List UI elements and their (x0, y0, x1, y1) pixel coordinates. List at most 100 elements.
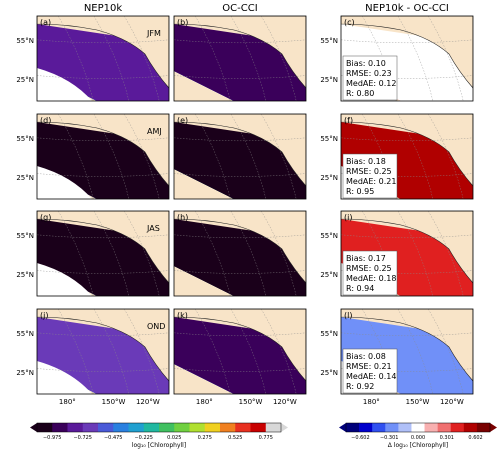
colorbar-segment (37, 423, 53, 432)
panel-frame (173, 210, 307, 297)
graticule-line (37, 39, 169, 43)
colorbar-tick-label: 0.602 (468, 435, 482, 441)
colorbar-segment (437, 423, 452, 432)
graticule-line (341, 173, 473, 177)
graticule-line (230, 211, 267, 296)
graticule-line (261, 309, 297, 394)
graticule-line (261, 211, 297, 296)
colorbar-tick-label: 0.775 (259, 435, 273, 441)
colorbar-segment (143, 423, 160, 432)
y-tick-label: 25°N (16, 271, 34, 279)
colorbar-segment (250, 423, 267, 432)
panel-frame (36, 308, 170, 395)
panel-letter: (c) (344, 18, 355, 27)
column-title: OC-CCI (222, 3, 257, 14)
colorbar-arrow-min (339, 423, 346, 432)
column-title: NEP10k (84, 3, 123, 14)
graticule-line (397, 114, 434, 199)
y-tick-label: 25°N (320, 271, 338, 279)
season-label: JFM (146, 29, 161, 38)
colorbar-segment (113, 423, 129, 432)
x-tick-label: 120°W (273, 398, 297, 406)
graticule-line (124, 309, 160, 394)
colorbar-left: −0.975 −0.725 −0.475 −0.225 0.025 0.275 0.525 0… (30, 422, 288, 449)
graticule-line (37, 368, 169, 372)
chlorophyll-field (37, 317, 169, 394)
graticule-line (124, 114, 160, 199)
panel-frame (173, 308, 307, 395)
graticule-line (37, 270, 169, 274)
colorbar-segment (346, 423, 360, 432)
graticule-line (397, 309, 434, 394)
colorbars: −0.975 −0.725 −0.475 −0.225 0.025 0.275 0.525 0… (30, 422, 497, 449)
graticule-line (174, 368, 306, 372)
panel-frame (173, 113, 307, 200)
x-tick-label: 150°W (102, 398, 126, 406)
stat-line: Bias: 0.17 (346, 254, 386, 263)
map-panel: (a) JFM 55°N 25°N (16, 15, 170, 102)
graticule-line (174, 332, 306, 336)
panel-frame (340, 210, 474, 297)
map-panel: (j) OND 55°N 25°N 180° 150°W 120°W (16, 308, 170, 406)
stat-line: MedAE: 0.21 (346, 177, 396, 186)
chlorophyll-field (174, 24, 306, 101)
stat-line: MedAE: 0.14 (346, 372, 396, 381)
graticule-line (174, 234, 306, 238)
graticule-line (341, 332, 473, 336)
stat-line: R: 0.95 (346, 187, 374, 196)
season-label: JAS (146, 224, 160, 233)
x-tick-label: 180° (59, 398, 76, 406)
colorbar-segment (220, 423, 236, 432)
colorbar-segment (450, 423, 465, 432)
colorbar-segment (372, 423, 386, 432)
outside-domain (37, 263, 92, 296)
y-tick-label: 55°N (16, 135, 34, 143)
graticule-line (174, 39, 306, 43)
stat-line: R: 0.92 (346, 382, 374, 391)
stat-line: MedAE: 0.18 (346, 274, 396, 283)
y-tick-label: 55°N (320, 232, 338, 240)
y-tick-label: 55°N (16, 232, 34, 240)
graticule-line (37, 332, 169, 336)
colorbar-tick-label: 0.525 (228, 435, 242, 441)
graticule-line (230, 309, 267, 394)
stat-line: RMSE: 0.21 (346, 362, 392, 371)
map-panel: (k) 180° 150°W 120°W (173, 308, 307, 406)
graticule-line (93, 16, 130, 101)
graticule-line (362, 114, 398, 199)
colorbar-segment (204, 423, 221, 432)
stat-line: Bias: 0.18 (346, 157, 386, 166)
panel-letter: (k) (177, 311, 188, 320)
colorbar-segment (67, 423, 84, 432)
graticule-line (341, 234, 473, 238)
graticule-line (230, 114, 267, 199)
panel-letter: (i) (344, 213, 352, 222)
graticule-line (37, 234, 169, 238)
x-tick-label: 180° (196, 398, 213, 406)
outside-domain (37, 166, 92, 199)
map-panel: (e) (173, 113, 307, 200)
stat-line: R: 0.94 (346, 284, 374, 293)
x-tick-label: 150°W (239, 398, 263, 406)
colorbar-tick-label: 0.301 (440, 435, 454, 441)
colorbar-segment (398, 423, 412, 432)
x-tick-label: 120°W (136, 398, 160, 406)
colorbar-segment (385, 423, 399, 432)
y-tick-label: 55°N (16, 37, 34, 45)
outside-domain (37, 68, 92, 101)
graticule-line (174, 137, 306, 141)
colorbar-segment (424, 423, 438, 432)
graticule-line (37, 173, 169, 177)
y-tick-label: 25°N (320, 76, 338, 84)
outside-domain (37, 361, 92, 394)
graticule-line (428, 211, 464, 296)
x-tick-label: 120°W (440, 398, 464, 406)
